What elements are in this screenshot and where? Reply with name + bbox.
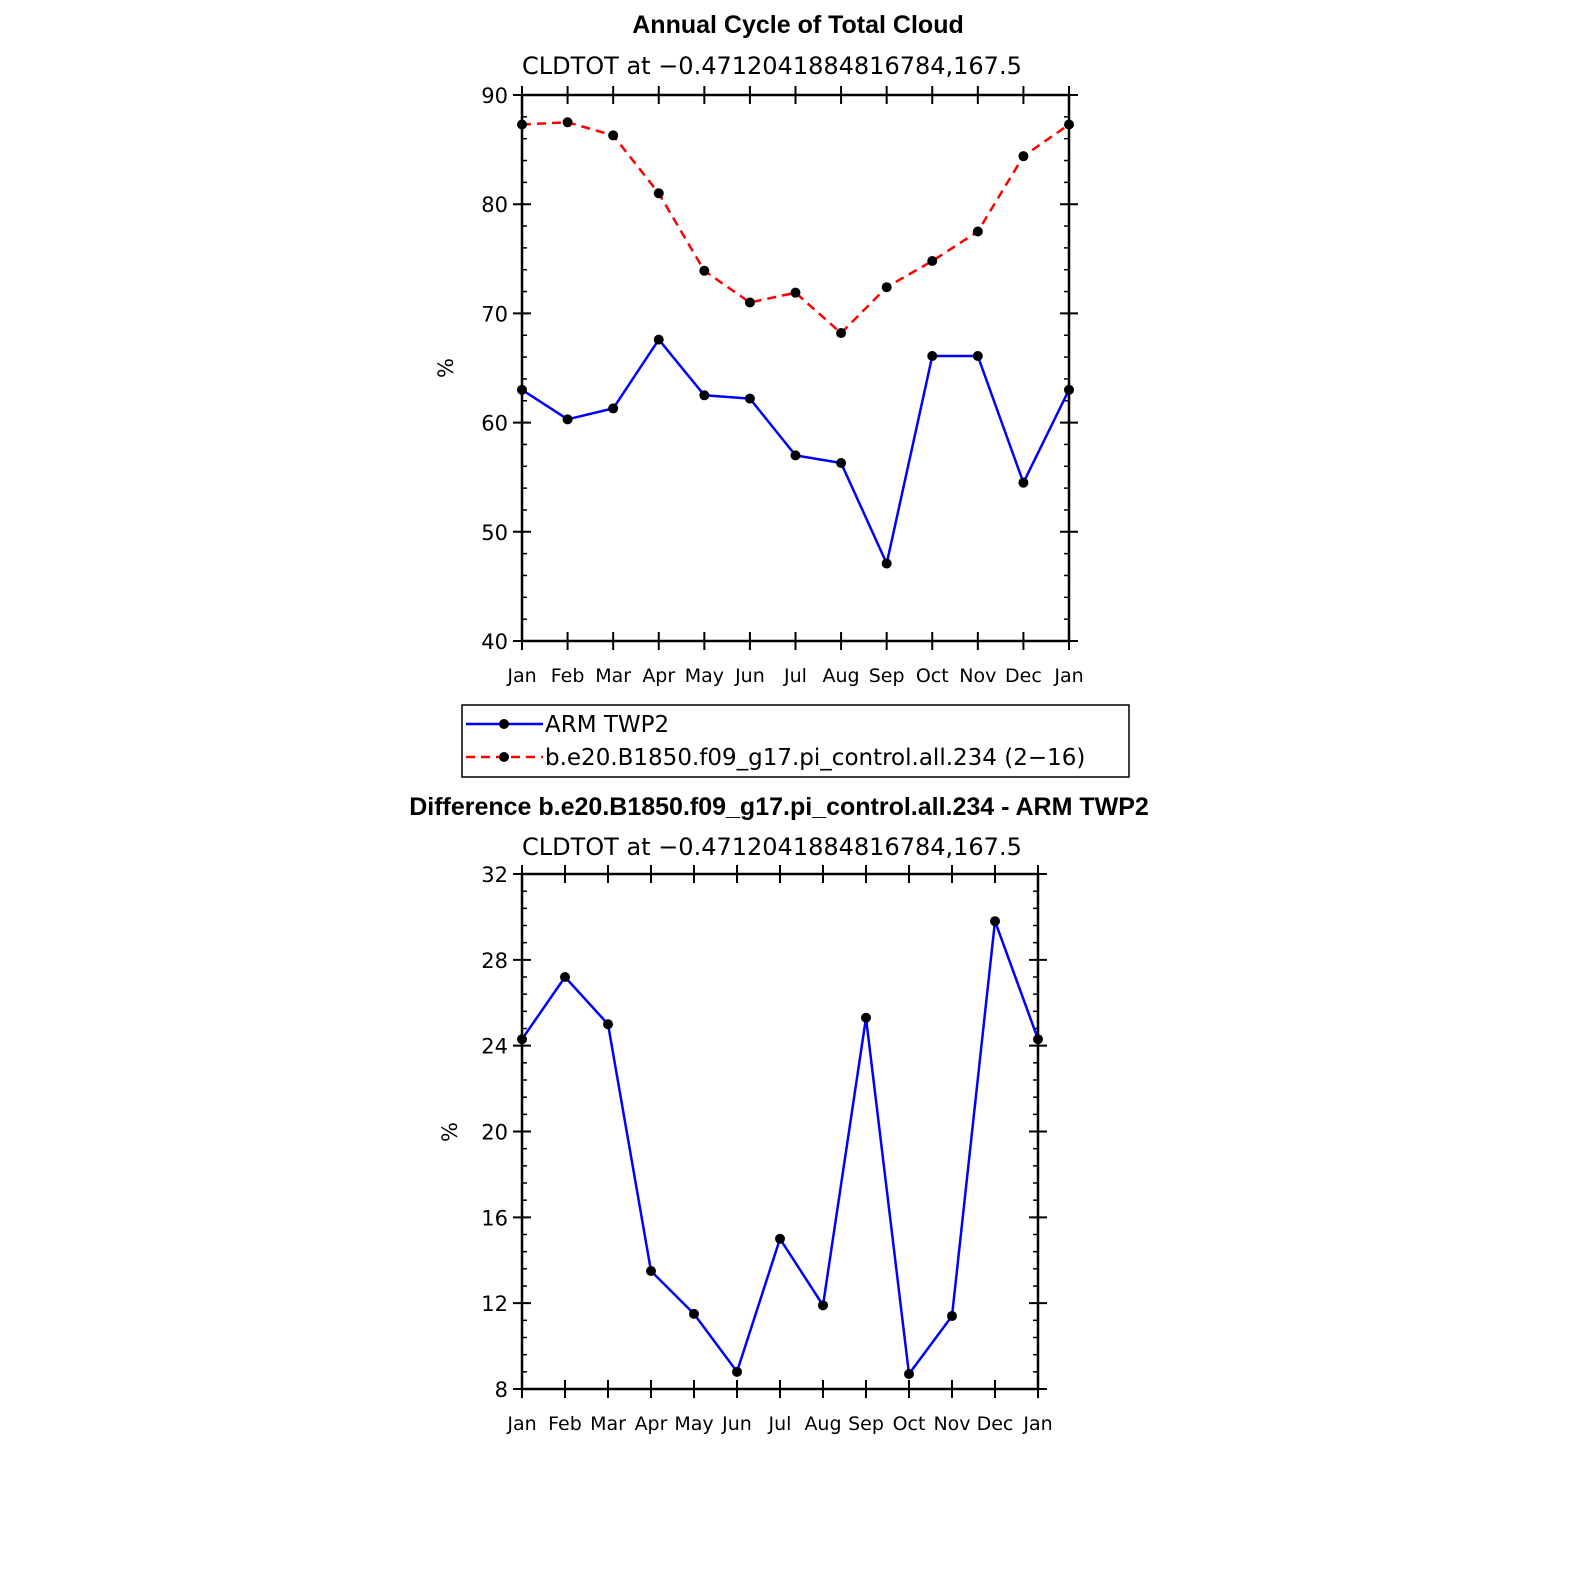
chart2-subtitle: CLDTOT at −0.4712041884816784,167.5 xyxy=(522,833,1022,861)
chart1-series-1-point xyxy=(790,287,801,298)
chart1-series-0-point xyxy=(972,350,983,361)
chart2-series-0-point xyxy=(990,916,1000,927)
chart2-series-0-point xyxy=(947,1311,957,1322)
chart2-series-0-point xyxy=(560,972,570,982)
legend-box xyxy=(461,704,1130,778)
chart1-series-0-point xyxy=(1018,477,1029,488)
chart1-xtick-label: Jul xyxy=(783,665,807,687)
chart1-xtick-label: Oct xyxy=(916,665,949,687)
chart1-subtitle: CLDTOT at −0.4712041884816784,167.5 xyxy=(522,52,1022,80)
chart1-series-1-point xyxy=(562,117,573,128)
chart1-series-line-1 xyxy=(521,121,1070,335)
chart2-series-0-point xyxy=(646,1265,656,1276)
chart1-series-0-point xyxy=(790,450,801,461)
chart1-ylabel: % xyxy=(434,358,458,378)
chart1-xtick-label: Sep xyxy=(869,665,905,687)
chart1-xtick-label: Jan xyxy=(1053,665,1083,687)
chart2-xtick-label: Jan xyxy=(1022,1413,1052,1435)
chart2-series-0-point xyxy=(517,1034,527,1045)
chart2-ytick-label: 8 xyxy=(495,1378,508,1402)
chart2-xtick-label: Mar xyxy=(590,1413,626,1435)
chart1-xtick-label: Jun xyxy=(734,665,765,687)
legend-label-model: b.e20.B1850.f09_g17.pi_control.all.234 (… xyxy=(545,745,1085,771)
legend-marker-model xyxy=(499,752,509,762)
chart2-series-0-point xyxy=(775,1233,785,1244)
chart1-xtick-label: Aug xyxy=(823,665,860,687)
chart2-xtick-label: Apr xyxy=(635,1413,668,1435)
chart1-xtick-label: Feb xyxy=(551,665,585,687)
chart1-series-1-point xyxy=(836,328,847,339)
chart2-xtick-label: Jul xyxy=(768,1413,792,1435)
chart1-series-1-point xyxy=(653,188,664,199)
chart1-xtick-label: Mar xyxy=(595,665,631,687)
chart1-ytick-label: 70 xyxy=(481,302,508,326)
chart1-ytick-label: 40 xyxy=(481,630,508,654)
chart1-series-1-point xyxy=(699,265,710,276)
chart2-xtick-label: Jun xyxy=(721,1413,752,1435)
chart2-series-0-point xyxy=(603,1019,613,1030)
chart1-ytick-label: 80 xyxy=(481,193,508,217)
chart2-xtick-label: Feb xyxy=(548,1413,582,1435)
chart2-xtick-label: Jan xyxy=(506,1413,536,1435)
chart1-ytick-label: 50 xyxy=(481,521,508,545)
chart1-series-0-point xyxy=(881,558,892,569)
difference-chart: Difference b.e20.B1850.f09_g17.pi_contro… xyxy=(409,793,1149,1435)
chart2-xtick-label: May xyxy=(674,1413,713,1435)
chart2-title: Difference b.e20.B1850.f09_g17.pi_contro… xyxy=(409,793,1149,821)
chart1-xtick-label: May xyxy=(685,665,724,687)
chart2-series-0-point xyxy=(689,1308,699,1319)
legend-marker-arm xyxy=(499,719,509,729)
chart2-series-0-point xyxy=(732,1366,742,1377)
chart1-series-0-point xyxy=(608,403,619,414)
chart1-xtick-label: Apr xyxy=(642,665,675,687)
chart1-xtick-label: Jan xyxy=(506,665,536,687)
chart2-ytick-label: 24 xyxy=(481,1035,508,1059)
chart2-xtick-label: Oct xyxy=(893,1413,926,1435)
chart2-ytick-label: 16 xyxy=(481,1206,508,1230)
chart1-xtick-label: Nov xyxy=(959,665,996,687)
chart2-xtick-label: Nov xyxy=(933,1413,970,1435)
chart2-ytick-label: 20 xyxy=(481,1121,508,1145)
chart1-series-1-point xyxy=(1018,151,1029,162)
chart1-series-0-point xyxy=(744,393,755,404)
chart1-frame xyxy=(520,93,1071,643)
chart1-series-1-point xyxy=(881,282,892,293)
chart1-series-1-point xyxy=(744,297,755,308)
chart1-xtick-label: Dec xyxy=(1005,665,1042,687)
chart2-series-0-point xyxy=(861,1012,871,1023)
chart1-series-1-point xyxy=(517,119,527,130)
chart2-ytick-label: 12 xyxy=(481,1292,508,1316)
chart2-ytick-label: 28 xyxy=(481,949,508,973)
chart1-series-1-point xyxy=(1064,119,1074,130)
chart2-series-0-point xyxy=(1033,1034,1043,1045)
chart1-series-1-point xyxy=(608,130,619,141)
chart1-series-0-point xyxy=(927,350,938,361)
chart1-series-0-point xyxy=(653,334,664,345)
chart1-series-0-point xyxy=(562,414,573,425)
legend: ARM TWP2 b.e20.B1850.f09_g17.pi_control.… xyxy=(461,704,1130,778)
chart1-title: Annual Cycle of Total Cloud xyxy=(632,11,963,39)
legend-label-arm: ARM TWP2 xyxy=(545,712,669,738)
chart1-series-0-point xyxy=(1064,384,1074,395)
chart2-series-line-0 xyxy=(520,919,1040,1376)
chart1-series-0-point xyxy=(836,458,847,469)
chart2-xtick-label: Sep xyxy=(848,1413,884,1435)
chart1-series-0-point xyxy=(517,384,527,395)
chart1-ytick-label: 90 xyxy=(481,84,508,108)
chart2-frame xyxy=(520,872,1040,1391)
chart2-xtick-label: Aug xyxy=(804,1413,841,1435)
chart2-series-0-point xyxy=(818,1300,828,1311)
chart2-xtick-label: Dec xyxy=(977,1413,1014,1435)
chart1-series-0-point xyxy=(699,390,710,401)
annual-cycle-chart: Annual Cycle of Total Cloud CLDTOT at −0… xyxy=(434,11,1084,687)
chart2-series-0-point xyxy=(904,1368,914,1379)
chart1-ytick-label: 60 xyxy=(481,412,508,436)
chart2-ylabel: % xyxy=(438,1122,462,1142)
chart2-ytick-label: 32 xyxy=(481,863,508,887)
chart1-series-1-point xyxy=(927,255,938,266)
chart1-series-1-point xyxy=(972,226,983,237)
